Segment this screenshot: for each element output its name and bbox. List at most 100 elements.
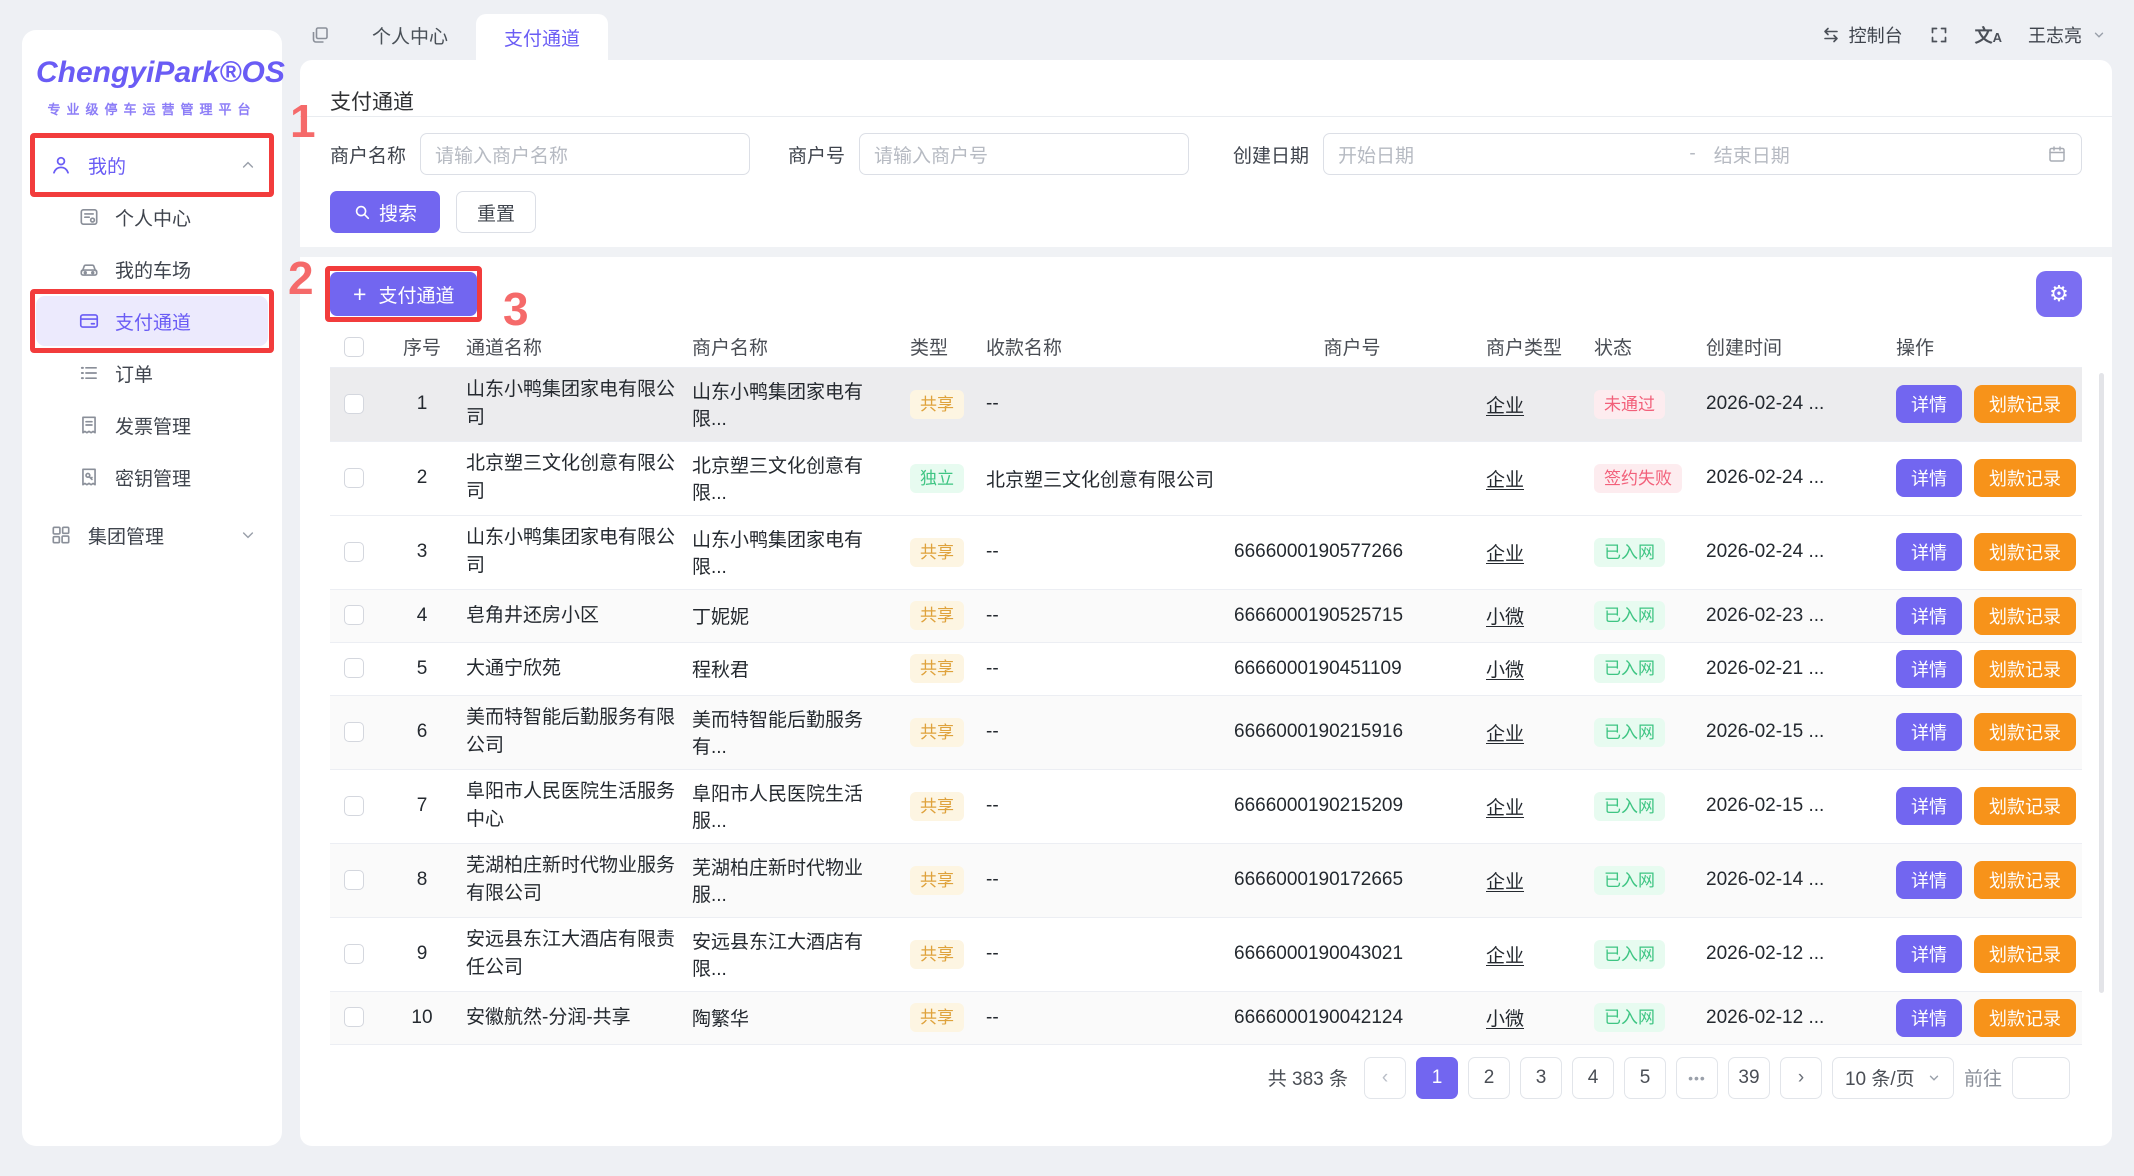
add-payment-channel-button[interactable]: + 支付通道: [325, 266, 483, 322]
detail-button[interactable]: 详情: [1896, 459, 1962, 497]
row-checkbox[interactable]: [344, 869, 364, 890]
table-row[interactable]: 9 安远县东江大酒店有限责任公司 安远县东江大酒店有限... 共享 -- 66660001…: [330, 917, 2082, 992]
row-checkbox[interactable]: [344, 541, 364, 562]
cell-payee-name: --: [986, 642, 1234, 696]
table-row[interactable]: 7 阜阳市人民医院生活服务中心 阜阳市人民医院生活服... 共享 -- 666600019…: [330, 769, 2082, 844]
date-range-input[interactable]: 开始日期 - 结束日期: [1323, 133, 2082, 175]
page-button-1[interactable]: 1: [1415, 1056, 1458, 1099]
swap-icon: [1821, 25, 1841, 45]
transfer-record-button[interactable]: 划款记录: [1974, 385, 2076, 423]
merchant-no-input[interactable]: 请输入商户号: [859, 133, 1190, 175]
cell-merchant-type: 小微: [1486, 1009, 1525, 1030]
transfer-record-button[interactable]: 划款记录: [1974, 713, 2076, 751]
row-checkbox[interactable]: [344, 721, 364, 742]
detail-button[interactable]: 详情: [1896, 385, 1962, 423]
merchant-name-input[interactable]: 请输入商户名称: [420, 133, 751, 175]
cell-merchant-type: 企业: [1486, 871, 1525, 893]
type-badge: 共享: [910, 537, 964, 567]
user-icon: [50, 154, 72, 176]
sidebar-group-mine-label: 我的: [88, 156, 127, 178]
search-button-label: 搜索: [379, 203, 418, 225]
username: 王志亮: [2028, 26, 2082, 46]
page-button-2[interactable]: 2: [1467, 1056, 1510, 1099]
sidebar-item-key-management[interactable]: 密钥管理: [36, 452, 268, 502]
page-size-select[interactable]: 10 条/页: [1831, 1056, 1954, 1099]
sidebar-item-personal-center[interactable]: 个人中心: [36, 192, 268, 242]
table-row[interactable]: 8 芜湖柏庄新时代物业服务有限公司 芜湖柏庄新时代物业服... 共享 -- 6666000…: [330, 843, 2082, 918]
prev-page-button[interactable]: ‹: [1363, 1056, 1406, 1099]
detail-button[interactable]: 详情: [1896, 533, 1962, 571]
transfer-record-button[interactable]: 划款记录: [1974, 533, 2076, 571]
cell-merchant-name: 丁妮妮: [692, 589, 910, 643]
status-badge: 已入网: [1594, 537, 1665, 567]
sidebar-group-mine[interactable]: 我的: [30, 133, 274, 197]
tab-personal-center[interactable]: 个人中心: [372, 26, 449, 48]
cell-created: 2026-02-24 ...: [1706, 441, 1896, 516]
table-row[interactable]: 3 山东小鸭集团家电有限公司 山东小鸭集团家电有限... 共享 -- 6666000190…: [330, 515, 2082, 590]
cell-created: 2026-02-24 ...: [1706, 367, 1896, 442]
vertical-scrollbar[interactable]: [2099, 373, 2104, 993]
table-row[interactable]: 4 皂角井还房小区 丁妮妮 共享 -- 6666000190525715 小微 已入网 2026…: [330, 589, 2082, 643]
sidebar-group-management[interactable]: 集团管理: [36, 510, 268, 560]
page-button-39[interactable]: 39: [1727, 1056, 1770, 1099]
transfer-record-button[interactable]: 划款记录: [1974, 787, 2076, 825]
transfer-record-button[interactable]: 划款记录: [1974, 649, 2076, 688]
sidebar-item-payment-channel[interactable]: 支付通道: [30, 289, 274, 353]
page-button-5[interactable]: 5: [1623, 1056, 1666, 1099]
console-button[interactable]: 控制台: [1821, 22, 1903, 48]
goto-page-input[interactable]: [2012, 1056, 2070, 1099]
transfer-record-button[interactable]: 划款记录: [1974, 459, 2076, 497]
row-checkbox[interactable]: [344, 1007, 364, 1028]
detail-button[interactable]: 详情: [1896, 649, 1962, 688]
pagination-ellipsis[interactable]: •••: [1675, 1056, 1718, 1099]
transfer-record-button[interactable]: 划款记录: [1974, 596, 2076, 635]
search-button[interactable]: 搜索: [330, 191, 441, 233]
header-index: 序号: [394, 327, 466, 368]
fullscreen-icon[interactable]: [1929, 25, 1949, 45]
transfer-record-button[interactable]: 划款记录: [1974, 861, 2076, 899]
detail-button[interactable]: 详情: [1896, 861, 1962, 899]
table-row[interactable]: 10 安徽航然-分润-共享 陶繁华 共享 -- 6666000190042124 小微 已入网…: [330, 991, 2082, 1045]
row-checkbox[interactable]: [344, 393, 364, 414]
cell-merchant-no: 6666000190215209: [1234, 769, 1486, 844]
table-header-row: 序号 通道名称 商户名称 类型 收款名称 商户号 商户类型 状态 创建时间 操作: [330, 327, 2082, 368]
select-all-checkbox[interactable]: [344, 336, 364, 357]
detail-button[interactable]: 详情: [1896, 713, 1962, 751]
sidebar-item-orders[interactable]: 订单: [36, 348, 268, 398]
row-checkbox[interactable]: [344, 605, 364, 626]
sidebar-item-invoice-management[interactable]: 发票管理: [36, 400, 268, 450]
row-checkbox[interactable]: [344, 467, 364, 488]
next-page-button[interactable]: ›: [1779, 1056, 1822, 1099]
detail-button[interactable]: 详情: [1896, 998, 1962, 1037]
table-row[interactable]: 1 山东小鸭集团家电有限公司 山东小鸭集团家电有限... 共享 -- 企业 未通过 2026-…: [330, 367, 2082, 442]
type-badge: 共享: [910, 1003, 964, 1032]
page-button-3[interactable]: 3: [1519, 1056, 1562, 1099]
transfer-record-button[interactable]: 划款记录: [1974, 998, 2076, 1037]
sidebar-item-my-parking[interactable]: 我的车场: [36, 244, 268, 294]
stacked-squares-icon[interactable]: [310, 25, 330, 45]
row-checkbox[interactable]: [344, 943, 364, 964]
settings-button[interactable]: ⚙: [2036, 271, 2082, 317]
detail-button[interactable]: 详情: [1896, 787, 1962, 825]
translate-icon[interactable]: 文A: [1974, 26, 2002, 46]
page-button-4[interactable]: 4: [1571, 1056, 1614, 1099]
cell-merchant-name: 陶繁华: [692, 991, 910, 1045]
detail-button[interactable]: 详情: [1896, 935, 1962, 973]
add-button-label: 支付通道: [378, 285, 455, 307]
table-row[interactable]: 5 大通宁欣苑 程秋君 共享 -- 6666000190451109 小微 已入网 2026-0…: [330, 642, 2082, 696]
row-checkbox[interactable]: [344, 658, 364, 679]
row-checkbox[interactable]: [344, 795, 364, 816]
date-end-placeholder: 结束日期: [1713, 145, 1790, 167]
tab-payment-channel[interactable]: 支付通道: [476, 14, 609, 60]
table-row[interactable]: 2 北京塑三文化创意有限公司 北京塑三文化创意有限... 独立 北京塑三文化创意有限公司…: [330, 441, 2082, 516]
status-badge: 已入网: [1594, 717, 1665, 747]
user-menu[interactable]: 王志亮: [2028, 22, 2082, 48]
reset-button-label: 重置: [477, 203, 516, 225]
table-row[interactable]: 6 美而特智能后勤服务有限公司 美而特智能后勤服务有... 共享 -- 666600019…: [330, 695, 2082, 770]
type-badge: 独立: [910, 463, 964, 493]
sidebar-group-management-label: 集团管理: [88, 526, 165, 548]
detail-button[interactable]: 详情: [1896, 596, 1962, 635]
transfer-record-button[interactable]: 划款记录: [1974, 935, 2076, 973]
reset-button[interactable]: 重置: [456, 191, 537, 233]
cell-index: 3: [394, 515, 466, 590]
